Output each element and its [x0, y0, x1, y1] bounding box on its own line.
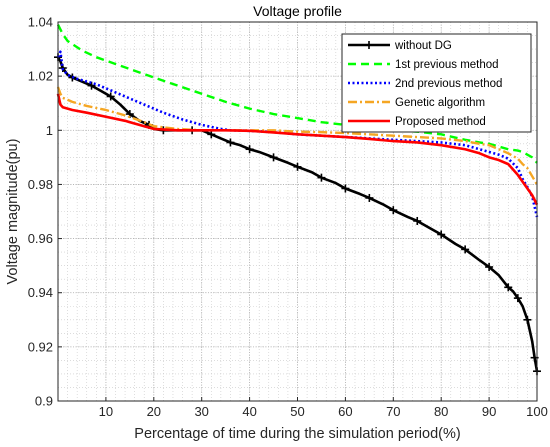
legend-label-2: 1st previous method: [395, 59, 499, 71]
data-point-marker: [413, 216, 422, 225]
y-tick-label: 1: [46, 123, 53, 138]
x-tick-label: 70: [386, 404, 400, 419]
data-point-marker: [513, 294, 522, 303]
series-layer: [54, 24, 541, 376]
y-tick-label: 1.04: [28, 15, 53, 30]
legend-label-3: 2nd previous method: [395, 78, 502, 90]
y-tick-label: 0.92: [28, 339, 53, 354]
x-tick-label: 10: [99, 404, 113, 419]
data-point-marker: [461, 245, 470, 254]
x-tick-label: 20: [147, 404, 161, 419]
legend-label-5: Proposed method: [395, 116, 486, 128]
legend: without DG 1st previous method 2nd previou…: [341, 33, 532, 133]
data-point-marker: [365, 193, 374, 202]
series-line-3: [56, 50, 539, 218]
x-axis-title: Percentage of time during the simulation…: [134, 426, 460, 442]
x-tick-label: 40: [242, 404, 256, 419]
x-tick-label: 100: [526, 404, 548, 419]
data-point-marker: [317, 173, 326, 182]
y-tick-label: 0.98: [28, 177, 53, 192]
data-point-marker: [106, 92, 115, 101]
data-point-marker: [245, 145, 254, 154]
x-tick-label: 50: [290, 404, 304, 419]
data-point-marker: [269, 153, 278, 162]
y-tick-label: 1.02: [28, 69, 53, 84]
y-tick-label: 0.9: [35, 394, 53, 409]
legend-label-1: without DG: [394, 40, 452, 52]
data-point-marker: [437, 230, 446, 239]
x-tick-label: 80: [434, 404, 448, 419]
legend-label-4: Genetic algorithm: [395, 97, 485, 109]
data-point-marker: [341, 184, 350, 193]
x-tick-label: 90: [482, 404, 496, 419]
y-tick-label: 0.96: [28, 231, 53, 246]
series-line-5: [56, 93, 539, 206]
data-point-marker: [504, 283, 513, 292]
series-line-2: [56, 24, 538, 164]
data-point-marker: [523, 315, 532, 324]
chart-title: Voltage profile: [253, 3, 342, 19]
data-point-marker: [293, 162, 302, 171]
y-tick-label: 0.94: [28, 285, 53, 300]
data-point-marker: [87, 81, 96, 90]
series-line-1: [56, 56, 539, 372]
legend-box: [341, 33, 532, 133]
data-point-marker: [207, 130, 216, 139]
y-axis-title: Voltage magnitude(pu): [5, 139, 21, 285]
x-tick-label: 60: [338, 404, 352, 419]
data-point-marker: [226, 138, 235, 147]
data-point-marker: [389, 206, 398, 215]
tick-layer: 10 20 30 40 50 60 70 80 90 100 0.9 0.92 0.94 0.96 0.98…: [28, 15, 548, 420]
data-point-marker: [485, 262, 494, 271]
x-tick-label: 30: [194, 404, 208, 419]
